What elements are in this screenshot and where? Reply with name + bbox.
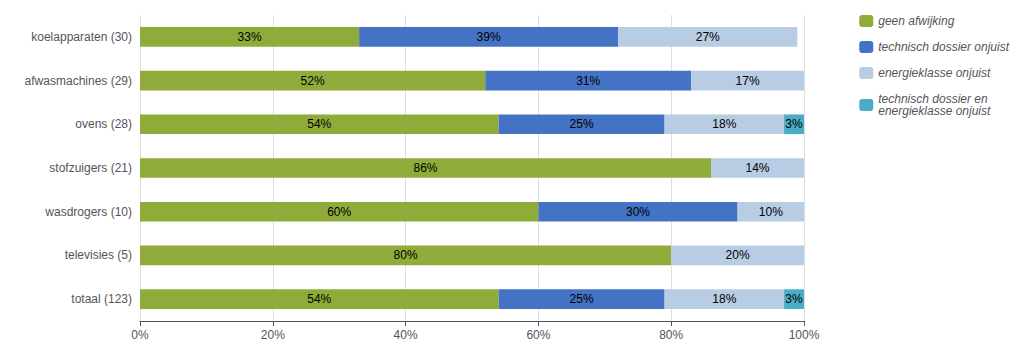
svg-text:energieklasse onjuist: energieklasse onjuist (878, 66, 991, 80)
svg-text:17%: 17% (736, 74, 760, 88)
svg-text:totaal (123): totaal (123) (71, 292, 132, 306)
svg-text:54%: 54% (307, 117, 331, 131)
svg-text:80%: 80% (394, 248, 418, 262)
svg-text:60%: 60% (526, 328, 550, 342)
svg-text:60%: 60% (327, 205, 351, 219)
svg-text:54%: 54% (307, 292, 331, 306)
svg-text:20%: 20% (261, 328, 285, 342)
svg-text:20%: 20% (726, 248, 750, 262)
svg-text:100%: 100% (789, 328, 820, 342)
svg-text:0%: 0% (131, 328, 149, 342)
svg-text:ovens (28): ovens (28) (75, 117, 132, 131)
svg-text:14%: 14% (746, 161, 770, 175)
svg-text:televisies (5): televisies (5) (65, 248, 132, 262)
svg-text:27%: 27% (696, 30, 720, 44)
svg-text:25%: 25% (570, 292, 594, 306)
svg-text:52%: 52% (301, 74, 325, 88)
svg-text:wasdrogers (10): wasdrogers (10) (44, 205, 132, 219)
svg-text:18%: 18% (712, 117, 736, 131)
svg-text:stofzuigers (21): stofzuigers (21) (49, 161, 132, 175)
svg-text:25%: 25% (570, 117, 594, 131)
svg-text:energieklasse onjuist: energieklasse onjuist (878, 104, 991, 118)
svg-text:80%: 80% (659, 328, 683, 342)
svg-text:3%: 3% (785, 117, 803, 131)
svg-text:afwasmachines (29): afwasmachines (29) (25, 74, 132, 88)
svg-text:39%: 39% (477, 30, 501, 44)
svg-text:33%: 33% (238, 30, 262, 44)
svg-text:koelapparaten (30): koelapparaten (30) (31, 30, 132, 44)
svg-text:3%: 3% (785, 292, 803, 306)
svg-text:technisch dossier en: technisch dossier en (878, 92, 988, 106)
svg-text:geen afwijking: geen afwijking (878, 14, 954, 28)
svg-text:18%: 18% (712, 292, 736, 306)
svg-text:technisch dossier onjuist: technisch dossier onjuist (878, 40, 1009, 54)
svg-text:40%: 40% (394, 328, 418, 342)
svg-text:30%: 30% (626, 205, 650, 219)
svg-text:86%: 86% (414, 161, 438, 175)
svg-text:10%: 10% (759, 205, 783, 219)
svg-text:31%: 31% (576, 74, 600, 88)
